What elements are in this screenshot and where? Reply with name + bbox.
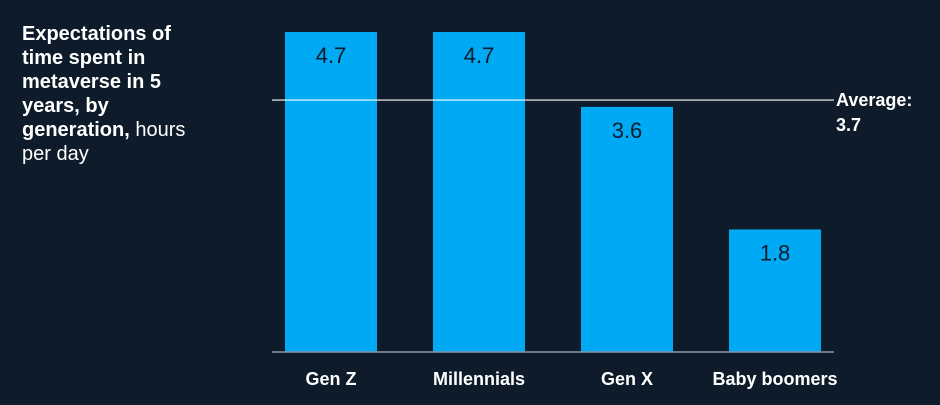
category-label: Gen X [601, 369, 653, 389]
bar-gen-x [581, 106, 673, 352]
bar-baby-boomers [729, 229, 821, 352]
bar-value-label: 4.7 [464, 43, 495, 68]
bar-millennials [433, 32, 525, 352]
bar-value-label: 3.6 [612, 118, 643, 143]
chart-title-main: Expectations of time spent in metaverse … [22, 23, 171, 141]
chart-title: Expectations of time spent in metaverse … [22, 22, 197, 166]
bars-group: 4.7 Gen Z 4.7 Millennials 3.6 Gen X 1.8 Baby bo… [285, 32, 838, 389]
category-label: Gen Z [305, 369, 356, 389]
bar-gen-z [285, 32, 377, 352]
category-label: Baby boomers [712, 369, 837, 389]
average-label-line2: 3.7 [836, 115, 861, 135]
average-label-line1: Average: [836, 90, 912, 110]
category-label: Millennials [433, 369, 525, 389]
bar-value-label: 1.8 [760, 240, 791, 265]
bar-value-label: 4.7 [316, 43, 347, 68]
chart-title-unit: hours per day [22, 119, 186, 165]
